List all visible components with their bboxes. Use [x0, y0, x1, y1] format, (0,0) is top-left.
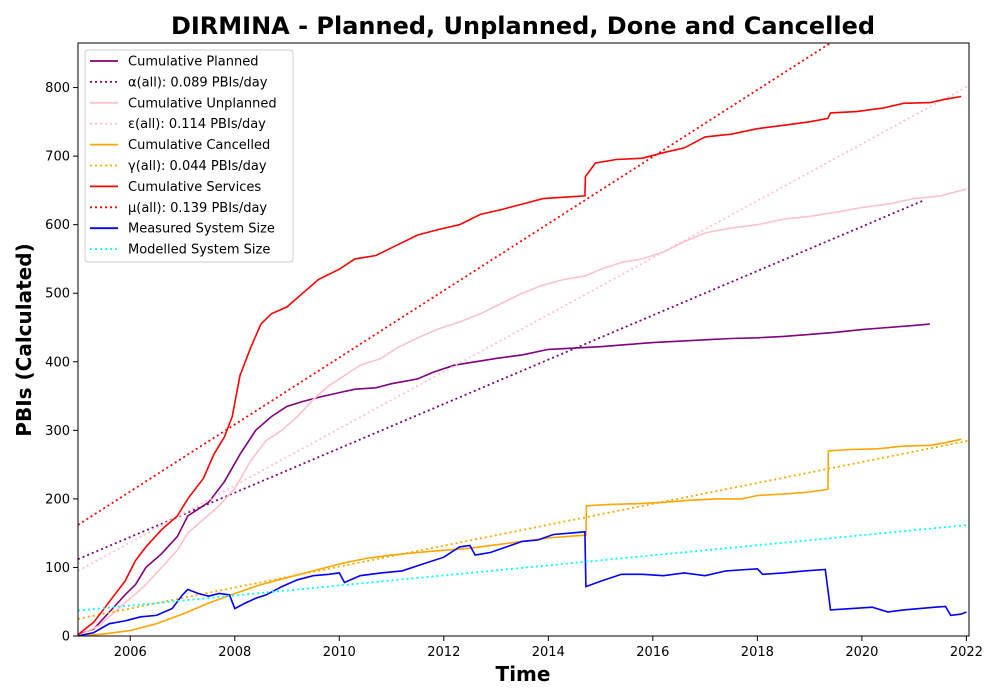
x-tick-label: 2006 — [114, 645, 147, 660]
legend-frame — [84, 49, 294, 263]
series-layer — [78, 43, 969, 636]
x-tick-label: 2022 — [950, 645, 983, 660]
series-line-cumulative-planned — [78, 323, 930, 636]
y-tick-label: 0 — [62, 630, 70, 645]
legend-label: Cumulative Unplanned — [128, 96, 277, 111]
x-tick-label: 2016 — [636, 645, 669, 660]
legend-label: ε(all): 0.114 PBIs/day — [128, 117, 266, 132]
y-tick-label: 200 — [45, 492, 70, 507]
x-tick-label: 2014 — [532, 645, 565, 660]
y-tick-label: 600 — [45, 218, 70, 233]
series-line-cumulative-cancelled — [78, 438, 962, 636]
y-tick-label: 100 — [45, 561, 70, 576]
plot-frame — [77, 42, 970, 637]
x-tick-label: 2020 — [845, 645, 878, 660]
chart-title: DIRMINA - Planned, Unplanned, Done and C… — [171, 12, 875, 40]
x-axis-label: Time — [496, 662, 551, 686]
x-tick-label: 2010 — [323, 645, 356, 660]
series-line-cumulative-unplanned — [78, 188, 967, 636]
x-tick-label: 2012 — [427, 645, 460, 660]
series-line-all-0-044-pbis-day — [78, 439, 969, 620]
x-tick-label: 2018 — [741, 645, 774, 660]
series-line-all-0-089-pbis-day — [78, 199, 925, 561]
y-tick-label: 500 — [45, 287, 70, 302]
x-tick-label: 2008 — [218, 645, 251, 660]
legend-label: γ(all): 0.044 PBIs/day — [128, 159, 267, 174]
legend-label: Cumulative Services — [128, 180, 261, 195]
series-line-all-0-139-pbis-day — [78, 43, 831, 526]
series-line-cumulative-services — [78, 95, 962, 636]
y-axis-label: PBIs (Calculated) — [12, 243, 36, 436]
legend-label: Measured System Size — [128, 222, 275, 237]
y-axis-ticks: 0 100 200 300 400 500 600 700 800 — [45, 81, 78, 645]
legend-label: α(all): 0.089 PBIs/day — [128, 75, 268, 90]
y-tick-label: 700 — [45, 150, 70, 165]
series-line-measured-system-size — [78, 530, 967, 636]
y-tick-label: 300 — [45, 424, 70, 439]
y-tick-label: 400 — [45, 355, 70, 370]
legend-label: Modelled System Size — [128, 243, 270, 258]
x-axis-ticks: 2006 2008 2010 2012 2014 2016 2018 2020 2022 — [114, 636, 983, 660]
series-line-all-0-114-pbis-day — [78, 84, 969, 572]
legend-label: Cumulative Planned — [128, 55, 258, 70]
legend-label: μ(all): 0.139 PBIs/day — [128, 201, 267, 216]
y-tick-label: 800 — [45, 81, 70, 96]
legend: Cumulative Planned α(all): 0.089 PBIs/day… — [84, 49, 294, 263]
series-line-modelled-system-size — [78, 524, 969, 612]
legend-label: Cumulative Cancelled — [128, 138, 270, 153]
